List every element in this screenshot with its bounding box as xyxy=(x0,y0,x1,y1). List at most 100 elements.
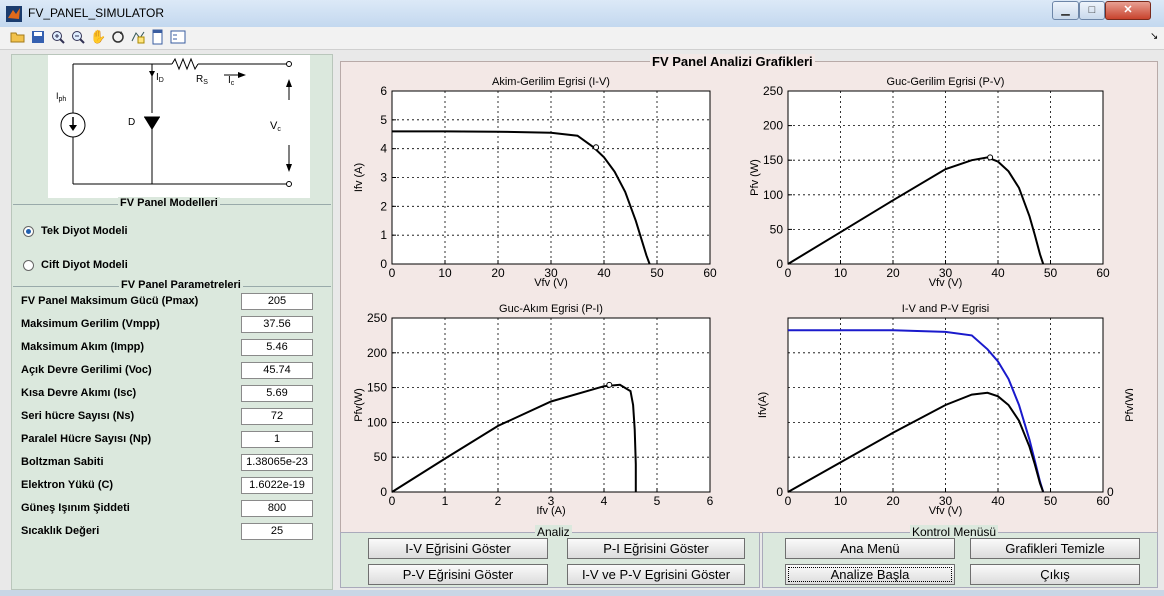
x-tick-label: 4 xyxy=(601,494,608,508)
pan-icon[interactable]: ✋ xyxy=(90,29,107,44)
window-title: FV_PANEL_SIMULATOR xyxy=(28,6,165,20)
data-cursor-icon[interactable] xyxy=(130,29,146,45)
start-analysis-button[interactable]: Analize Başla xyxy=(785,564,955,585)
y-tick-label: 5 xyxy=(380,113,387,127)
x-tick-label: 10 xyxy=(438,266,452,280)
param-input[interactable]: 1.6022e-19 xyxy=(241,477,313,494)
y-tick-label: 3 xyxy=(380,171,387,185)
iv-pv-show-button[interactable]: I-V ve P-V Egrisini Göster xyxy=(567,564,745,585)
x-axis-label: Ifv (A) xyxy=(536,505,565,517)
param-label: Boltzman Sabiti xyxy=(21,456,104,468)
param-input[interactable]: 25 xyxy=(241,523,313,540)
param-input[interactable]: 800 xyxy=(241,500,313,517)
y-tick-label: 50 xyxy=(374,450,388,464)
param-label: FV Panel Maksimum Gücü (Pmax) xyxy=(21,295,199,307)
ana-menu-button[interactable]: Ana Menü xyxy=(785,538,955,559)
zoom-in-icon[interactable] xyxy=(50,29,66,45)
zoom-out-icon[interactable] xyxy=(70,29,86,45)
x-tick-label: 20 xyxy=(886,266,900,280)
title-bar[interactable]: FV_PANEL_SIMULATOR ▁ □ ✕ xyxy=(0,0,1164,28)
circuit-diagram: Iph D ID RS Ic Vc xyxy=(48,55,310,198)
param-input[interactable]: 5.69 xyxy=(241,385,313,402)
chart-1: 0 10 20 30 40 50 60 0 50 100 150 200 250 Guc-Gerilim … xyxy=(749,76,1110,289)
x-axis-label: Vfv (V) xyxy=(929,277,963,289)
x-tick-label: 50 xyxy=(1044,494,1058,508)
svg-text:ID: ID xyxy=(156,72,164,84)
x-tick-label: 2 xyxy=(495,494,502,508)
chart-0: 0 10 20 30 40 50 60 0 1 2 3 4 5 6 Akim-Gerilim Egrisi … xyxy=(353,76,717,289)
radio-tek-diyot-label[interactable]: Tek Diyot Modeli xyxy=(41,225,128,237)
series-line xyxy=(787,391,1045,493)
param-input[interactable]: 1 xyxy=(241,431,313,448)
radio-cift-diyot-label[interactable]: Cift Diyot Modeli xyxy=(41,259,128,271)
x-tick-label: 50 xyxy=(1044,266,1058,280)
param-input[interactable]: 45.74 xyxy=(241,362,313,379)
param-input[interactable]: 72 xyxy=(241,408,313,425)
matlab-app-icon xyxy=(6,6,22,22)
x-tick-label: 30 xyxy=(544,266,558,280)
param-label: Sıcaklık Değeri xyxy=(21,525,100,537)
svg-text:RS: RS xyxy=(196,74,208,86)
x-tick-label: 30 xyxy=(939,494,953,508)
pi-show-button[interactable]: P-I Eğrisini Göster xyxy=(567,538,745,559)
y-tick-label: 150 xyxy=(367,381,387,395)
radio-cift-diyot[interactable] xyxy=(23,260,34,271)
clear-graphs-button[interactable]: Grafikleri Temizle xyxy=(970,538,1140,559)
diode-label: D xyxy=(128,117,135,128)
y-tick-label: 0 xyxy=(380,257,387,271)
y-tick-label: 4 xyxy=(380,142,387,156)
y-tick-label: 200 xyxy=(367,346,387,360)
pv-show-button[interactable]: P-V Eğrisini Göster xyxy=(368,564,548,585)
param-label: Açık Devre Gerilimi (Voc) xyxy=(21,364,152,376)
legend-icon[interactable] xyxy=(170,29,186,45)
x-tick-label: 40 xyxy=(597,266,611,280)
x-tick-label: 40 xyxy=(991,494,1005,508)
mpp-marker xyxy=(606,381,613,388)
y-tick-label: 100 xyxy=(763,188,783,202)
rotate-icon[interactable] xyxy=(110,29,126,45)
x-tick-label: 50 xyxy=(650,266,664,280)
svg-text:Ic: Ic xyxy=(228,75,235,87)
param-input[interactable]: 5.46 xyxy=(241,339,313,356)
iv-show-button[interactable]: I-V Eğrisini Göster xyxy=(368,538,548,559)
svg-text:Vc: Vc xyxy=(270,120,281,133)
close-button[interactable]: ✕ xyxy=(1105,1,1151,20)
param-input[interactable]: 37.56 xyxy=(241,316,313,333)
param-label: Güneş Işınım Şiddeti xyxy=(21,502,130,514)
series-line xyxy=(788,329,1045,493)
maximize-button[interactable]: □ xyxy=(1079,1,1105,20)
y-tick-label: 0 xyxy=(776,257,783,271)
save-icon[interactable] xyxy=(30,29,46,45)
param-label: Kısa Devre Akımı (Isc) xyxy=(21,387,137,399)
colorbar-icon[interactable] xyxy=(150,29,166,45)
param-input[interactable]: 1.38065e-23 xyxy=(241,454,313,471)
exit-button[interactable]: Çıkış xyxy=(970,564,1140,585)
y-tick-label: 6 xyxy=(380,84,387,98)
x-tick-label: 20 xyxy=(491,266,505,280)
param-input[interactable]: 205 xyxy=(241,293,313,310)
x-tick-label: 30 xyxy=(939,266,953,280)
open-icon[interactable] xyxy=(10,29,26,45)
y-axis-label-right: Pfv(W) xyxy=(1124,388,1133,422)
x-tick-label: 40 xyxy=(991,266,1005,280)
x-tick-label: 6 xyxy=(707,494,714,508)
y-tick-label: 250 xyxy=(367,311,387,325)
chart-title: I-V and P-V Egrisi xyxy=(902,303,989,315)
y-tick-label: 250 xyxy=(763,84,783,98)
x-tick-label: 0 xyxy=(389,266,396,280)
x-tick-label: 60 xyxy=(1096,266,1110,280)
x-axis-label: Vfv (V) xyxy=(929,505,963,517)
x-tick-label: 20 xyxy=(886,494,900,508)
radio-tek-diyot[interactable] xyxy=(23,226,34,237)
y-tick-label: 50 xyxy=(770,222,784,236)
param-label: Elektron Yükü (C) xyxy=(21,479,114,491)
x-tick-label: 10 xyxy=(834,494,848,508)
param-label: Paralel Hücre Sayısı (Np) xyxy=(21,433,152,445)
svg-text:Iph: Iph xyxy=(56,91,66,103)
chart-title: Akim-Gerilim Egrisi (I-V) xyxy=(492,76,610,88)
y-tick-label-left: 0 xyxy=(776,485,783,499)
x-tick-label: 0 xyxy=(389,494,396,508)
param-label: Seri hücre Sayısı (Ns) xyxy=(21,410,135,422)
analiz-title: Analiz xyxy=(535,525,572,539)
minimize-button[interactable]: ▁ xyxy=(1052,1,1079,20)
